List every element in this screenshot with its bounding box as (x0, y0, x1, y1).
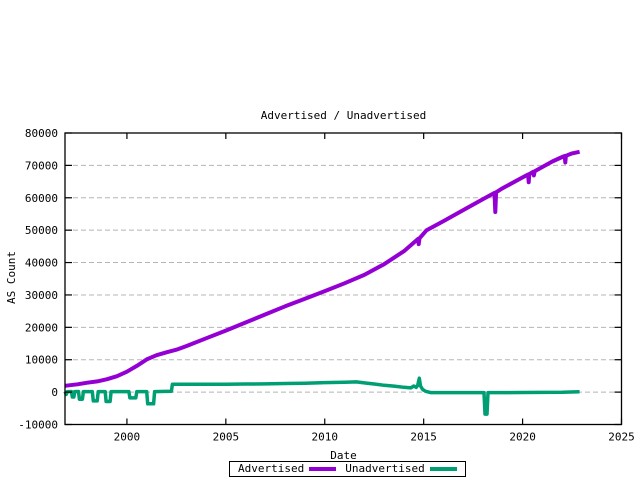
svg-text:20000: 20000 (25, 321, 58, 334)
svg-text:70000: 70000 (25, 159, 58, 172)
x-axis-label: Date (330, 449, 357, 462)
svg-text:0: 0 (51, 386, 58, 399)
legend-swatch-advertised (309, 467, 337, 471)
svg-text:80000: 80000 (25, 127, 58, 140)
svg-text:10000: 10000 (25, 354, 58, 367)
svg-text:-10000: -10000 (18, 419, 58, 432)
legend-item-advertised: Advertised (238, 462, 337, 476)
chart-title: Advertised / Unadvertised (260, 109, 427, 122)
legend-label-advertised: Advertised (238, 462, 305, 475)
svg-text:2020: 2020 (509, 431, 536, 444)
svg-text:2015: 2015 (410, 431, 437, 444)
chart-legend: Advertised Unadvertised (229, 461, 466, 477)
svg-text:2010: 2010 (312, 431, 339, 444)
svg-text:60000: 60000 (25, 192, 58, 205)
svg-text:2000: 2000 (114, 431, 141, 444)
legend-item-unadvertised: Unadvertised (345, 462, 457, 476)
svg-text:2025: 2025 (608, 431, 635, 444)
legend-swatch-unadvertised (429, 467, 457, 471)
svg-text:40000: 40000 (25, 257, 58, 270)
svg-text:2005: 2005 (213, 431, 240, 444)
svg-text:50000: 50000 (25, 224, 58, 237)
legend-label-unadvertised: Unadvertised (345, 462, 425, 475)
svg-text:30000: 30000 (25, 289, 58, 302)
